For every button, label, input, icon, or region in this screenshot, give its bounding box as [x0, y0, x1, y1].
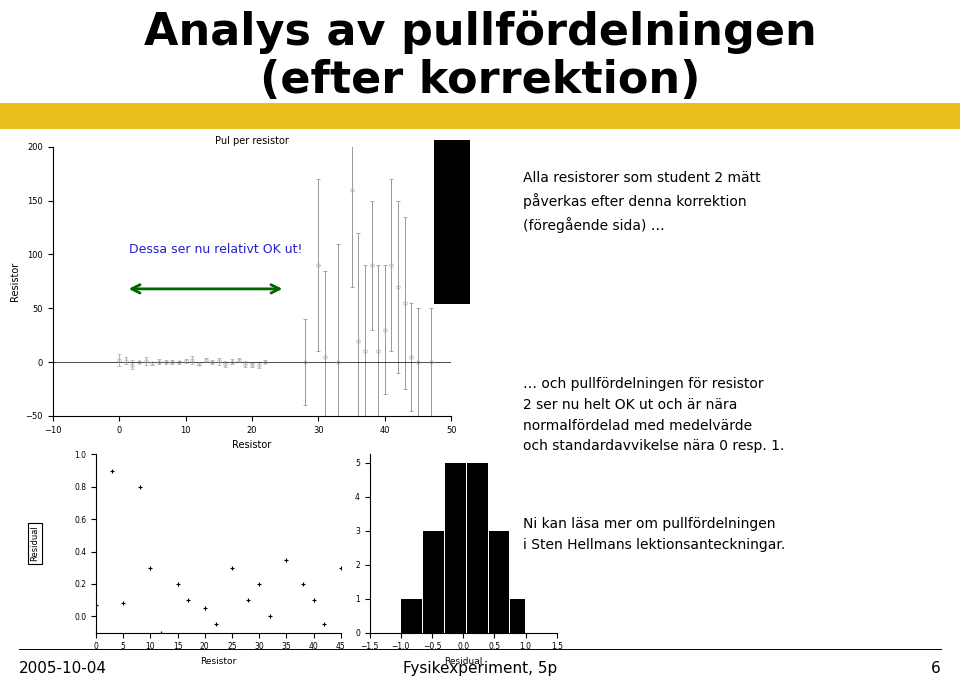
Title: Pul per resistor: Pul per resistor — [215, 136, 289, 146]
Point — [143, 562, 158, 573]
Point — [333, 562, 348, 573]
Point — [208, 619, 224, 630]
Bar — [467, 463, 488, 633]
Text: Analys av pullfördelningen: Analys av pullfördelningen — [144, 10, 816, 54]
Text: (efter korrektion): (efter korrektion) — [260, 59, 700, 103]
Point — [306, 595, 322, 606]
Point — [252, 578, 267, 589]
Point — [154, 627, 169, 638]
Point — [170, 578, 185, 589]
Text: Fysikexperiment, 5p: Fysikexperiment, 5p — [403, 661, 557, 675]
Text: Alla resistorer som student 2 mätt
påverkas efter denna korrektion
(föregående s: Alla resistorer som student 2 mätt påver… — [523, 171, 761, 233]
Text: … och pullfördelningen för resistor
2 ser nu helt OK ut och är nära
normalfördel: … och pullfördelningen för resistor 2 se… — [523, 377, 784, 453]
Point — [186, 643, 202, 654]
Text: 2005-10-04: 2005-10-04 — [19, 661, 108, 675]
Text: Residual: Residual — [31, 526, 39, 561]
Point — [105, 465, 120, 476]
Point — [132, 481, 147, 492]
Text: Ni kan läsa mer om pullfördelningen
i Sten Hellmans lektionsanteckningar.: Ni kan läsa mer om pullfördelningen i St… — [523, 517, 785, 552]
Y-axis label: Resistor: Resistor — [10, 261, 20, 301]
Bar — [511, 598, 525, 633]
X-axis label: Resistor: Resistor — [232, 440, 272, 450]
Text: Dessa ser nu relativt OK ut!: Dessa ser nu relativt OK ut! — [130, 243, 302, 256]
Point — [180, 595, 196, 606]
Bar — [401, 598, 422, 633]
Bar — [445, 463, 466, 633]
Bar — [489, 531, 510, 633]
Text: 6: 6 — [931, 661, 941, 675]
Point — [278, 554, 294, 565]
Point — [262, 611, 277, 622]
Point — [88, 600, 104, 611]
X-axis label: Residual: Residual — [444, 657, 482, 666]
Point — [225, 562, 240, 573]
Point — [317, 619, 332, 630]
Point — [241, 595, 256, 606]
Point — [295, 578, 310, 589]
X-axis label: Resistor: Resistor — [201, 657, 236, 666]
Point — [197, 603, 212, 614]
Bar — [423, 531, 444, 633]
Point — [115, 598, 131, 609]
